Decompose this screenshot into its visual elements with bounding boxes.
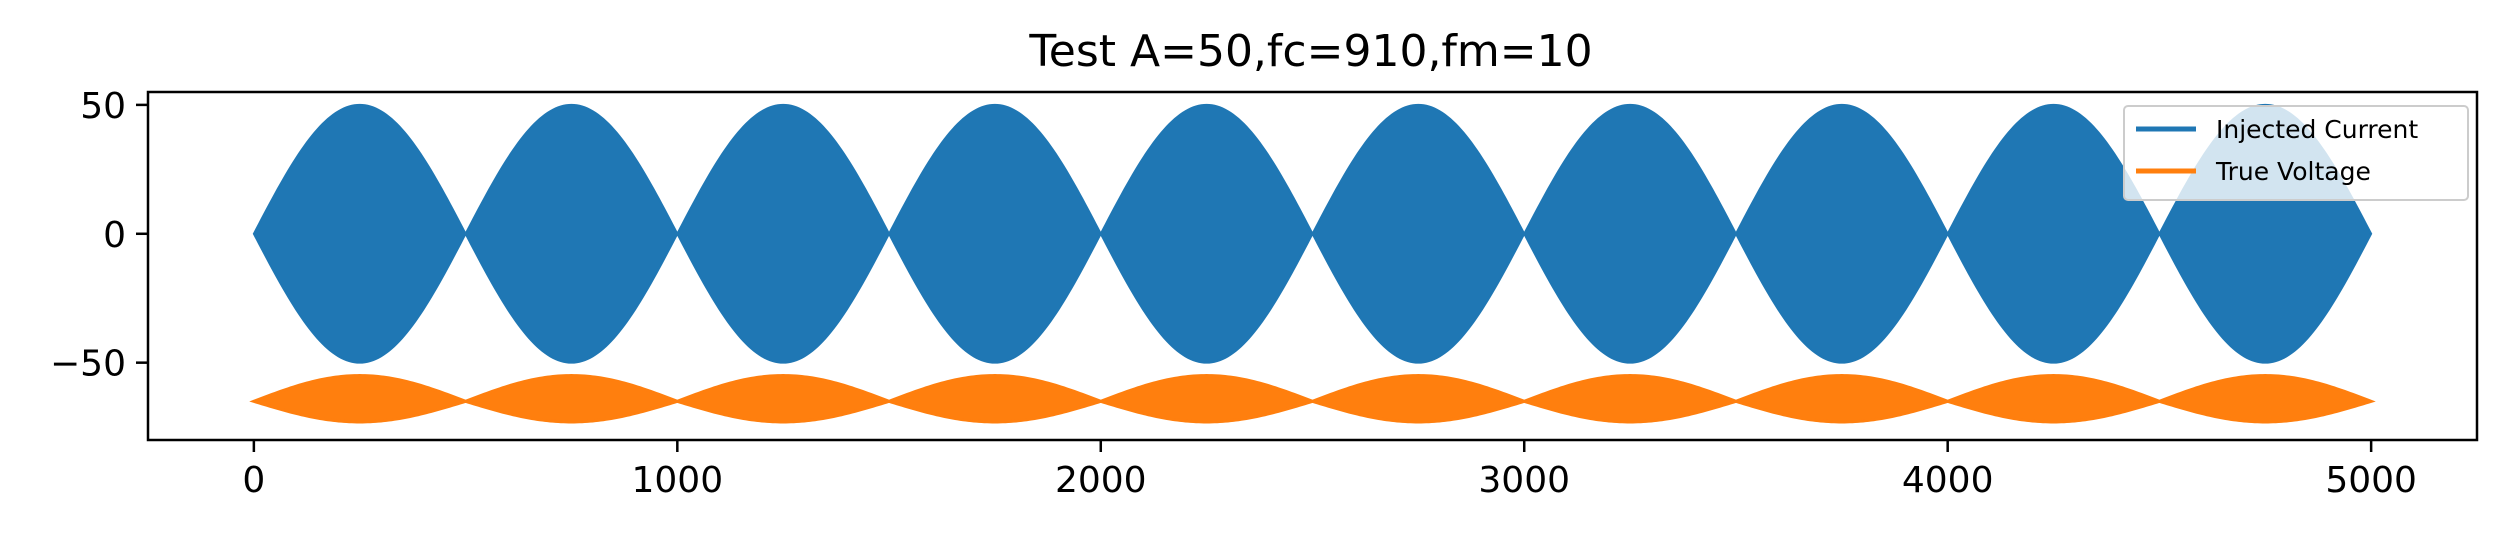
y-tick-label: 0 [103, 215, 126, 256]
x-axis: 0 1000 2000 3000 4000 5000 [242, 440, 2417, 501]
series-layer [249, 103, 2376, 424]
x-tick-label: 2000 [1055, 460, 1147, 501]
legend: Injected Current True Voltage [2123, 105, 2469, 201]
chart-title: Test A=50,fc=910,fm=10 [1028, 26, 1592, 77]
x-tick-label: 0 [242, 460, 265, 501]
x-tick-label: 3000 [1478, 460, 1570, 501]
y-tick-label: 50 [80, 86, 126, 127]
legend-label-true-voltage: True Voltage [2215, 157, 2371, 186]
y-axis: 50 0 −50 [50, 86, 148, 385]
plot-area [249, 103, 2376, 424]
legend-label-injected-current: Injected Current [2216, 115, 2418, 144]
x-tick-label: 4000 [1902, 460, 1994, 501]
series-injected-current [252, 103, 2373, 364]
plot-frame [146, 90, 2479, 442]
legend-box [2123, 105, 2469, 201]
x-tick-label: 1000 [632, 460, 724, 501]
y-tick-label: −50 [50, 344, 126, 385]
x-tick-label: 5000 [2325, 460, 2417, 501]
series-true-voltage [249, 374, 2376, 424]
